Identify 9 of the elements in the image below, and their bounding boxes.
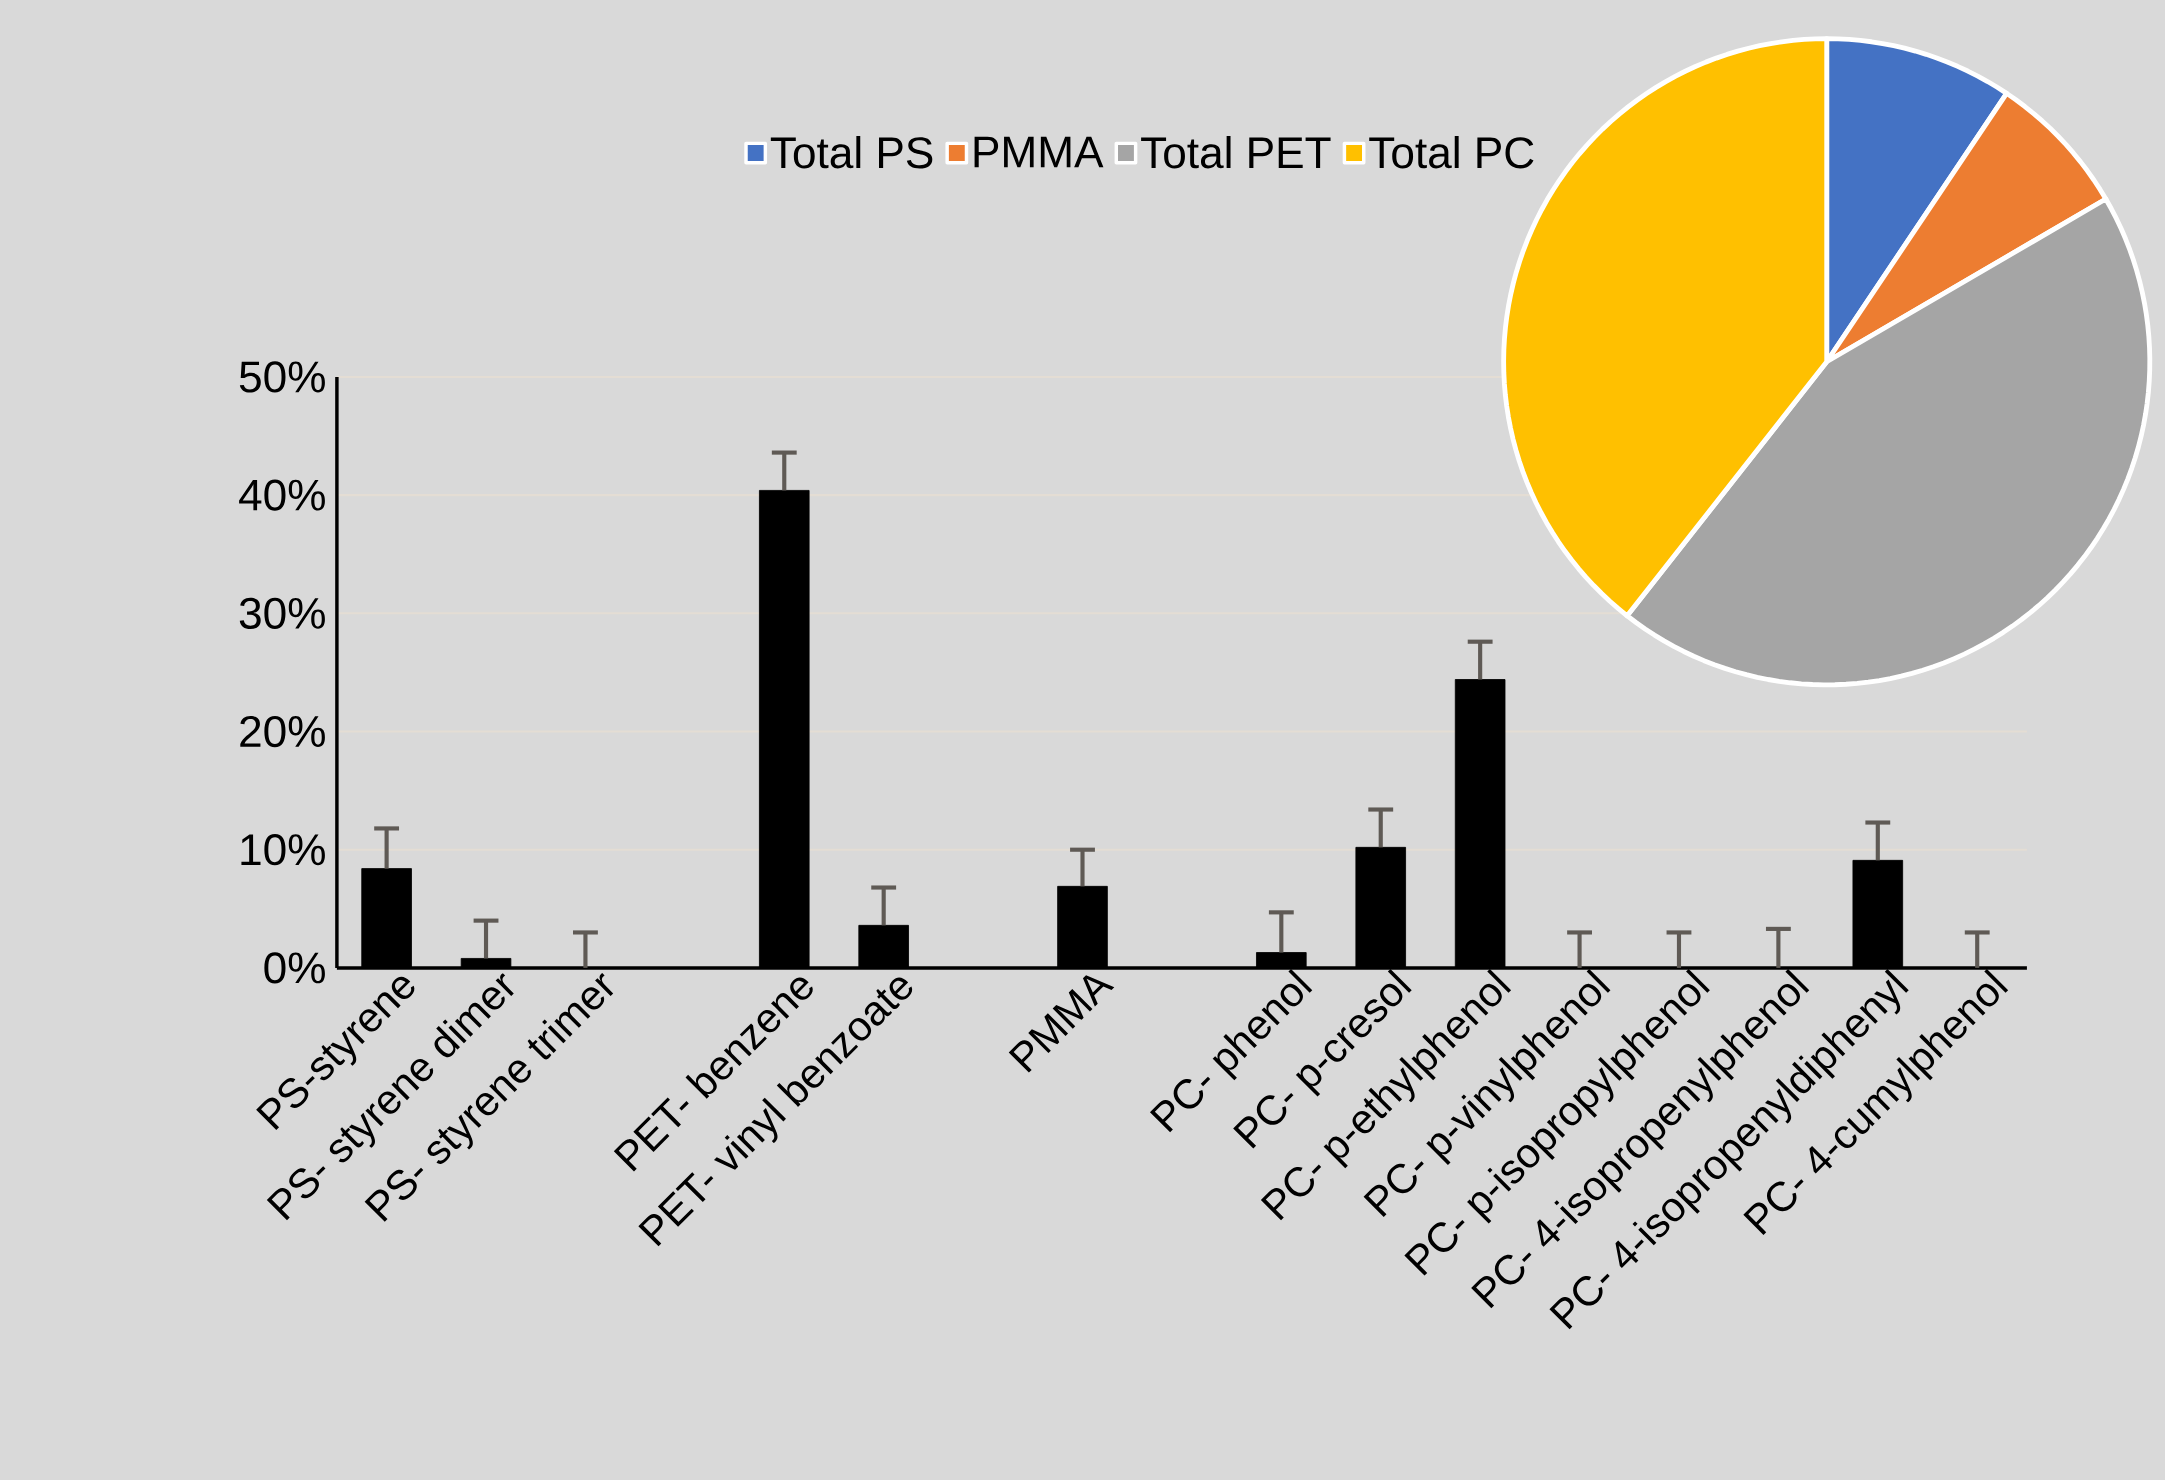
y-tick-label: 30% [239, 597, 325, 629]
y-tick-label: 40% [239, 479, 325, 511]
y-tick-label: 50% [239, 361, 325, 393]
legend-label: PMMA [974, 136, 1104, 168]
legend-label: Total PET [1141, 135, 1331, 169]
y-tick-label: 10% [241, 834, 325, 866]
legend-label: Total PC [1369, 135, 1534, 169]
legend-label: Total PS [770, 135, 933, 169]
y-tick-label: 20% [240, 715, 325, 748]
